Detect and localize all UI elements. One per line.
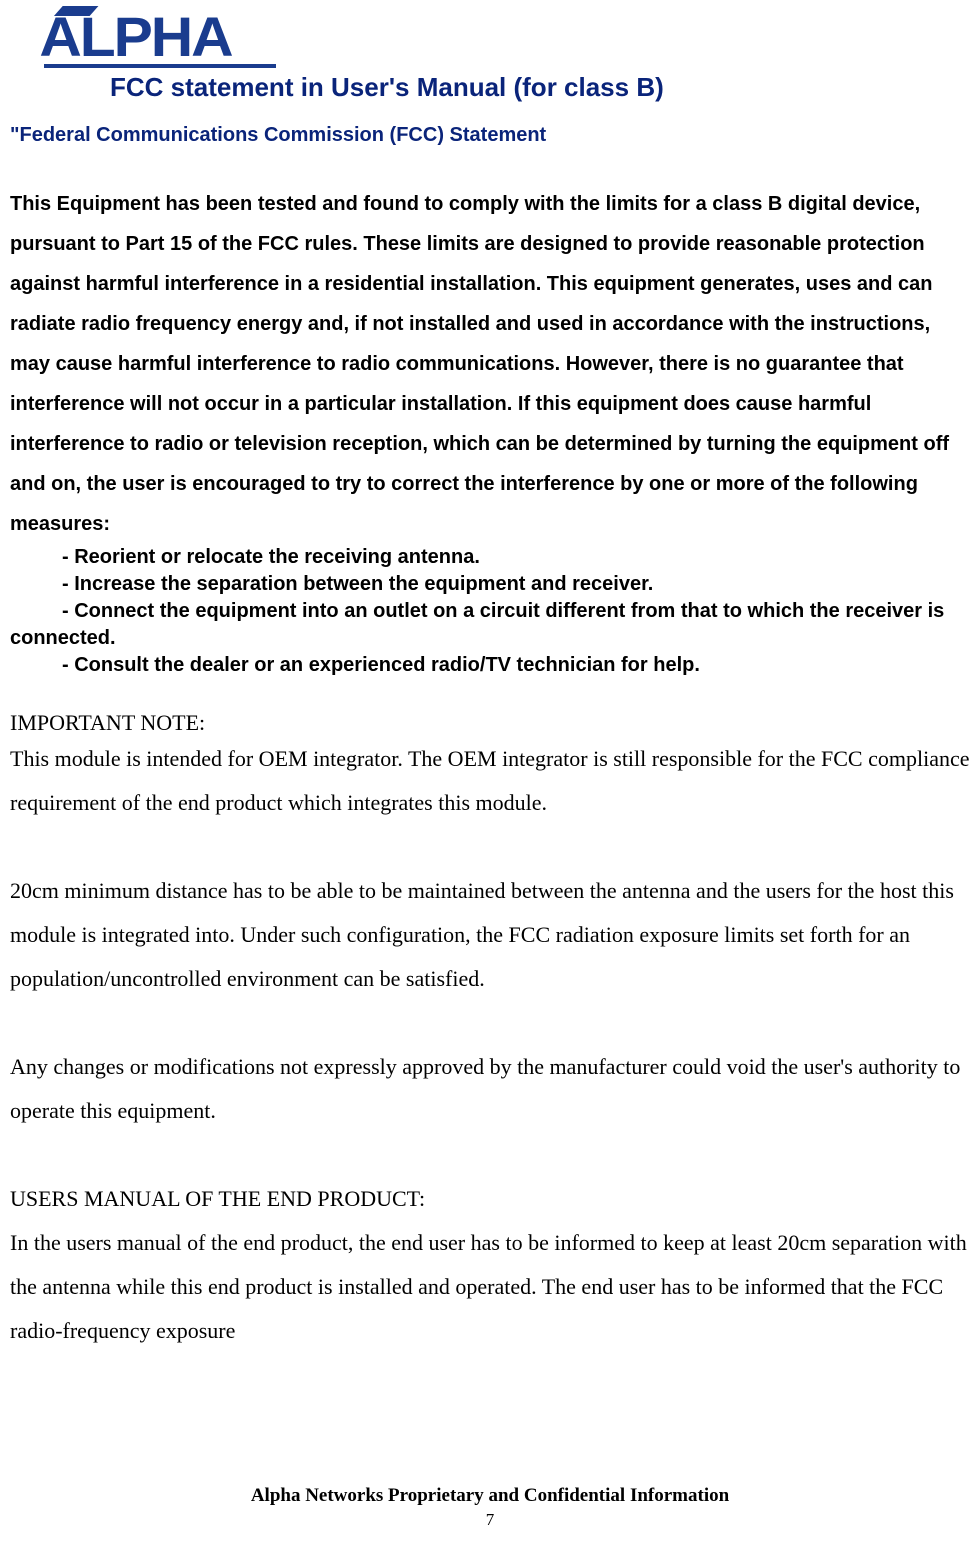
footer-text: Alpha Networks Proprietary and Confident… — [0, 1483, 980, 1509]
page-number: 7 — [0, 1509, 980, 1532]
users-manual-heading: USERS MANUAL OF THE END PRODUCT: — [10, 1177, 970, 1221]
document-page: ALPHA FCC statement in User's Manual (fo… — [0, 0, 980, 1353]
measure-item-2: - Increase the separation between the eq… — [10, 571, 970, 598]
important-note-heading: IMPORTANT NOTE: — [10, 679, 970, 738]
compliance-paragraph: This Equipment has been tested and found… — [10, 148, 970, 544]
logo-block: ALPHA — [10, 10, 970, 62]
measure-item-3-cont: connected. — [10, 625, 970, 652]
note-paragraph-2: 20cm minimum distance has to be able to … — [10, 869, 970, 1001]
measure-item-3: - Connect the equipment into an outlet o… — [10, 598, 970, 625]
measure-item-4: - Consult the dealer or an experienced r… — [10, 652, 970, 679]
alpha-logo: ALPHA — [39, 12, 231, 62]
statement-heading: "Federal Communications Commission (FCC)… — [10, 104, 970, 148]
measures-list: - Reorient or relocate the receiving ant… — [10, 544, 970, 679]
spacer — [10, 1133, 970, 1177]
measure-item-1: - Reorient or relocate the receiving ant… — [10, 544, 970, 571]
page-title: FCC statement in User's Manual (for clas… — [10, 68, 970, 103]
page-footer: Alpha Networks Proprietary and Confident… — [0, 1483, 980, 1532]
users-manual-paragraph: In the users manual of the end product, … — [10, 1221, 970, 1353]
note-paragraph-3: Any changes or modifications not express… — [10, 1045, 970, 1133]
spacer — [10, 825, 970, 869]
spacer — [10, 1001, 970, 1045]
note-paragraph-1: This module is intended for OEM integrat… — [10, 737, 970, 825]
